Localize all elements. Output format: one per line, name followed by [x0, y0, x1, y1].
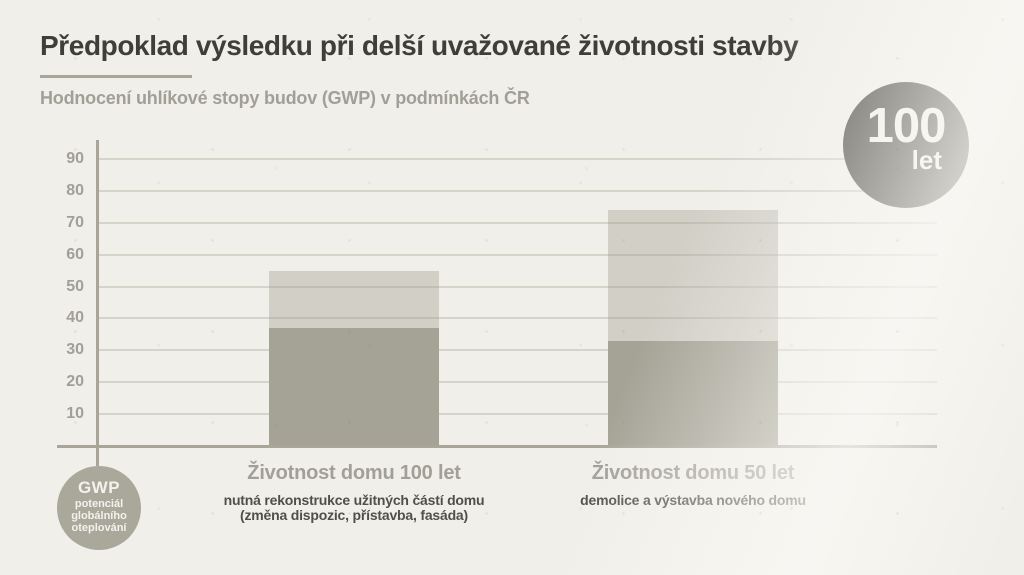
bar-segment-light-1	[269, 270, 439, 328]
gridline-70	[96, 221, 937, 224]
y-tick-label-40: 40	[66, 309, 84, 327]
page-subtitle: Hodnocení uhlíkové stopy budov (GWP) v p…	[40, 88, 530, 108]
page-title: Předpoklad výsledku při delší uvažované …	[40, 30, 799, 61]
bar-segment-dark-1	[269, 327, 439, 446]
lifetime-badge-unit: let	[911, 145, 942, 175]
gwp-legend-line: oteplování	[71, 521, 127, 534]
bar-segment-light-2	[608, 209, 778, 341]
gridline-60	[96, 253, 937, 256]
gwp-legend-line: globálního	[71, 509, 127, 522]
category-note-1: (změna dispozic, přístavba, fasáda)	[240, 507, 468, 523]
y-tick-label-20: 20	[66, 373, 84, 391]
category-label-2: Životnost domu 50 let	[591, 462, 795, 484]
y-axis-line	[96, 140, 99, 466]
gridline-40	[96, 317, 937, 320]
y-tick-label-90: 90	[66, 149, 84, 167]
gridline-20	[96, 381, 937, 384]
gridline-30	[96, 349, 937, 352]
title-underline	[40, 75, 192, 78]
y-tick-label-10: 10	[66, 405, 84, 423]
y-tick-label-80: 80	[66, 181, 84, 199]
gridline-50	[96, 285, 937, 288]
gwp-legend-line: potenciál	[74, 497, 124, 510]
y-tick-label-70: 70	[66, 213, 84, 231]
lifetime-badge: 100 let	[843, 82, 969, 208]
y-tick-label-50: 50	[66, 277, 84, 295]
gridline-90	[96, 157, 937, 160]
gridline-10	[96, 413, 937, 416]
category-note-2: demolice a výstavba nového domu	[580, 492, 806, 508]
category-label-1: Životnost domu 100 let	[247, 462, 461, 484]
y-tick-label-30: 30	[66, 341, 84, 359]
category-note-1: nutná rekonstrukce užitných částí domu	[223, 492, 485, 508]
x-axis-baseline	[57, 445, 937, 448]
gwp-abbr: GWP	[77, 478, 121, 497]
lifetime-badge-value: 100	[866, 99, 947, 153]
gridline-80	[96, 189, 937, 192]
bar-segment-dark-2	[608, 340, 778, 446]
y-tick-label-60: 60	[66, 245, 84, 263]
gwp-legend-circle: GWP potenciál globálního oteplování	[57, 466, 141, 550]
